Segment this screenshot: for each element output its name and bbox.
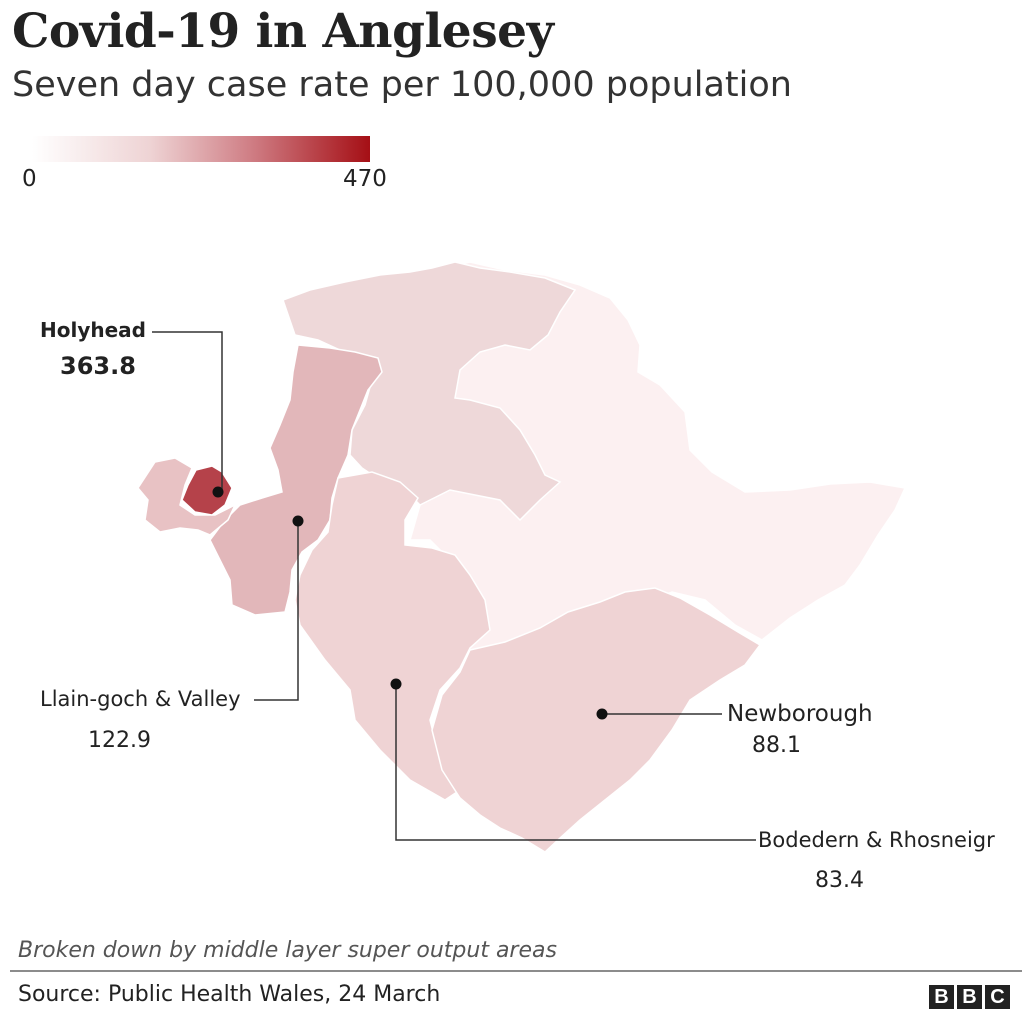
bbc-logo: B B C — [929, 985, 1010, 1009]
newborough-marker — [596, 708, 608, 720]
bbc-logo-letter-b1: B — [929, 985, 954, 1009]
llain-goch-marker — [292, 515, 304, 527]
holyhead-leader-line — [152, 331, 223, 492]
bbc-logo-letter-c: C — [985, 985, 1010, 1009]
holyhead-value: 363.8 — [60, 352, 136, 380]
map-region-holy-island-west — [137, 457, 237, 536]
map-region-newborough — [431, 587, 762, 853]
llain-goch-label: Llain-goch & Valley — [40, 687, 241, 711]
map-region-llain-goch-valley — [209, 344, 383, 616]
bodedern-label: Bodedern & Rhosneigr — [758, 828, 995, 852]
bodedern-value: 83.4 — [815, 868, 864, 893]
footer-divider — [10, 970, 1022, 972]
map-region-holyhead — [181, 465, 233, 516]
leader-lines — [152, 331, 756, 841]
llain-goch-leader-line — [254, 521, 299, 701]
legend-max-label: 470 — [343, 166, 387, 192]
chart-title: Covid-19 in Anglesey — [12, 4, 554, 59]
footnote: Broken down by middle layer super output… — [18, 938, 557, 963]
newborough-label: Newborough — [727, 701, 873, 727]
bodedern-marker — [390, 678, 402, 690]
newborough-value: 88.1 — [752, 733, 801, 758]
bodedern-leader-line — [395, 684, 756, 841]
holyhead-marker — [212, 486, 224, 498]
legend-gradient-bar — [32, 136, 370, 162]
legend-min-label: 0 — [22, 166, 37, 192]
chart-subtitle: Seven day case rate per 100,000 populati… — [12, 65, 792, 105]
holyhead-label: Holyhead — [40, 318, 146, 342]
llain-goch-value: 122.9 — [88, 728, 151, 753]
bbc-logo-letter-b2: B — [957, 985, 982, 1009]
source-credit: Source: Public Health Wales, 24 March — [18, 982, 441, 1007]
